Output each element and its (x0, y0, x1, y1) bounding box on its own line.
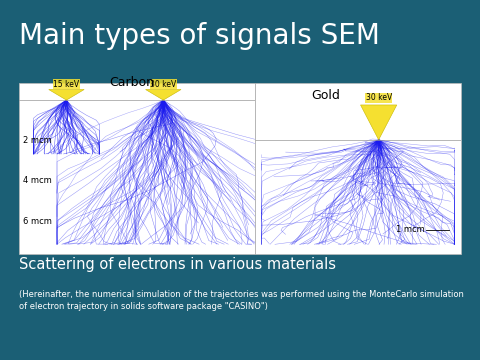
Text: Carbon: Carbon (109, 76, 154, 89)
Text: Scattering of electrons in various materials: Scattering of electrons in various mater… (19, 257, 336, 273)
Text: 30 keV: 30 keV (366, 94, 392, 103)
Text: 30 keV: 30 keV (150, 80, 177, 89)
Text: 1 mcm: 1 mcm (396, 225, 425, 234)
Polygon shape (145, 90, 181, 100)
Text: Gold: Gold (311, 89, 340, 102)
Text: 15 keV: 15 keV (53, 80, 80, 89)
Text: 2 mcm: 2 mcm (23, 136, 51, 145)
Polygon shape (360, 105, 397, 140)
Text: 4 mcm: 4 mcm (23, 176, 51, 185)
Text: 6 mcm: 6 mcm (23, 217, 52, 226)
Polygon shape (49, 90, 84, 100)
Text: Main types of signals SEM: Main types of signals SEM (19, 22, 380, 50)
Text: (Hereinafter, the numerical simulation of the trajectories was performed using t: (Hereinafter, the numerical simulation o… (19, 290, 464, 311)
